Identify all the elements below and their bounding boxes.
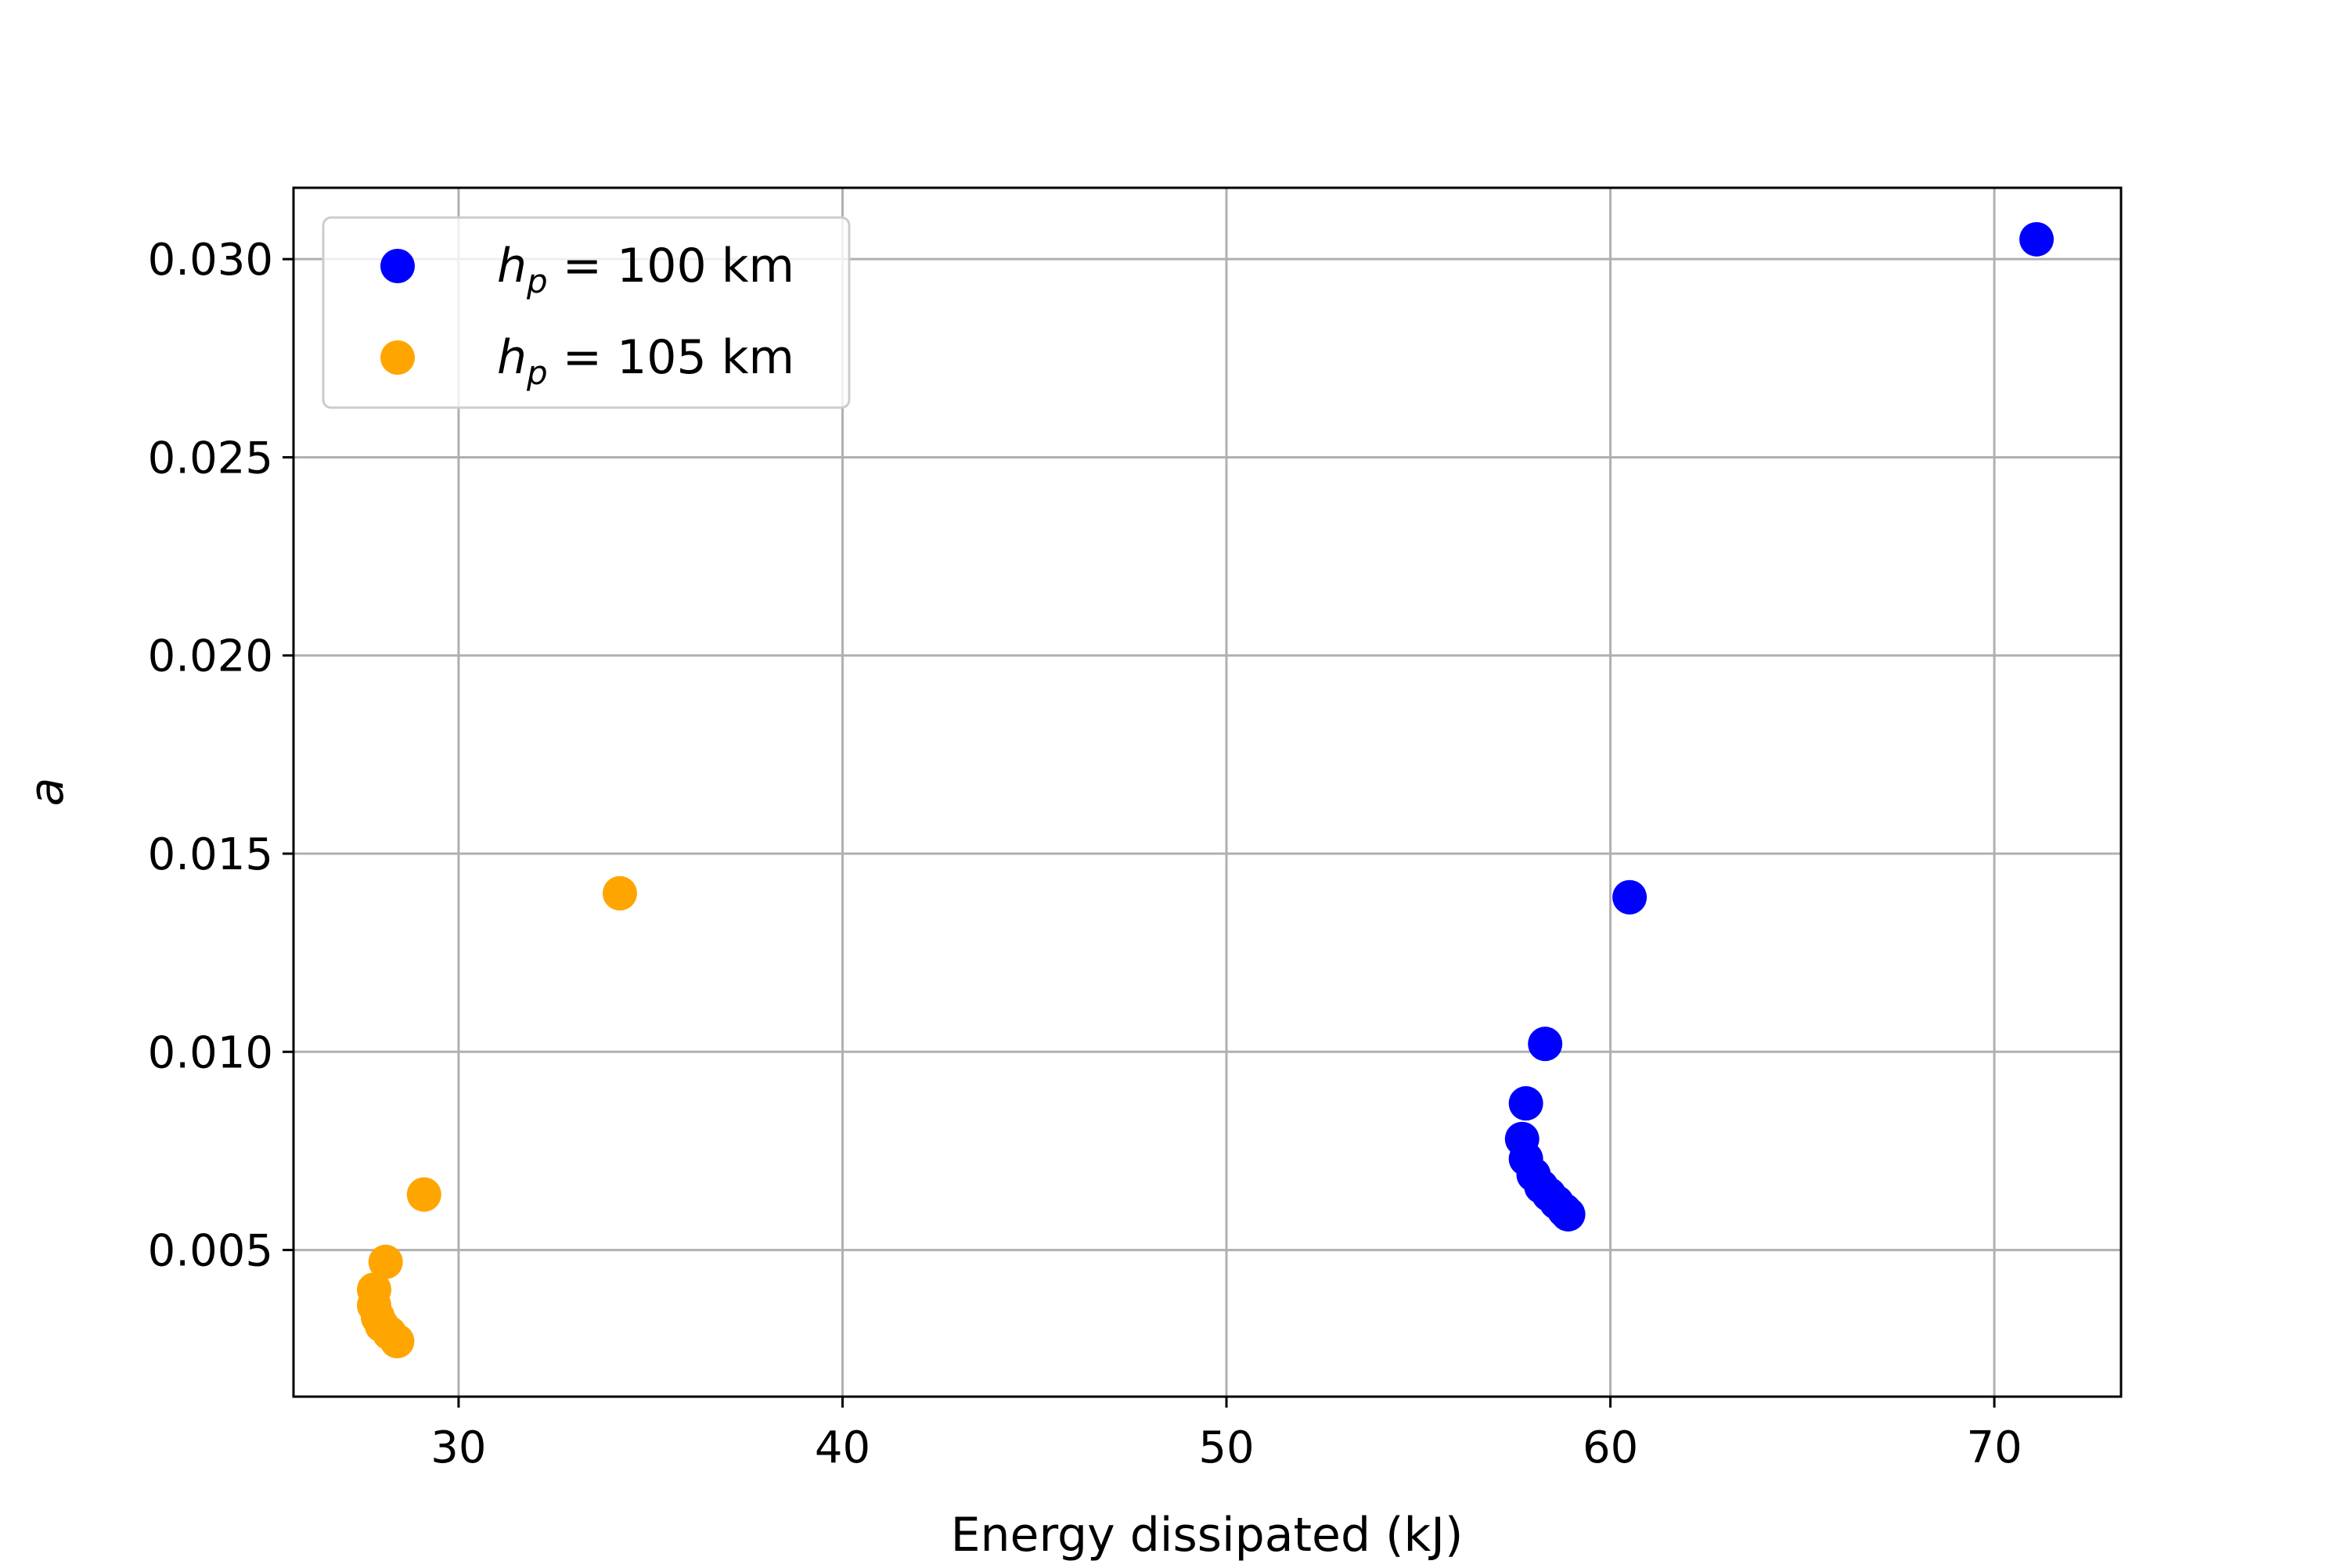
data-point-series-1 [1550, 1196, 1586, 1232]
y-tick-label: 0.020 [148, 631, 273, 682]
data-points [357, 221, 2054, 1359]
plot-frame [292, 186, 2123, 1398]
y-tick-label: 0.015 [148, 829, 273, 880]
data-point-series-2 [368, 1244, 403, 1279]
legend: hp = 100 km hp = 105 km [322, 216, 851, 409]
legend-marker-2 [380, 340, 415, 375]
legend-label-1: hp = 100 km [497, 239, 794, 300]
y-tick-label: 0.025 [148, 433, 273, 484]
data-point-series-1 [1612, 879, 1648, 915]
ticks: 30 40 50 60 70 0.005 0.010 0.015 0.020 0.025 0.030 [148, 235, 2022, 1473]
data-point-series-1 [2019, 221, 2054, 257]
y-tick-label: 0.030 [148, 235, 273, 286]
data-point-series-1 [1508, 1086, 1543, 1121]
x-tick-label: 70 [1966, 1422, 2022, 1473]
data-point-series-2 [380, 1324, 415, 1359]
y-tick-label: 0.005 [148, 1226, 273, 1277]
legend-marker-1 [380, 249, 415, 283]
y-axis-label: a [20, 778, 74, 807]
data-point-series-1 [1528, 1027, 1563, 1062]
legend-label-2: hp = 105 km [497, 330, 794, 392]
legend-frame [322, 216, 851, 409]
y-tick-label: 0.010 [148, 1027, 273, 1078]
data-point-series-2 [602, 876, 637, 911]
x-tick-label: 30 [430, 1422, 486, 1473]
x-tick-label: 60 [1583, 1422, 1638, 1473]
x-axis-label: Energy dissipated (kJ) [951, 1508, 1464, 1563]
x-tick-label: 50 [1198, 1422, 1254, 1473]
x-tick-label: 40 [815, 1422, 870, 1473]
data-point-series-2 [406, 1177, 441, 1212]
grid [294, 188, 2121, 1397]
